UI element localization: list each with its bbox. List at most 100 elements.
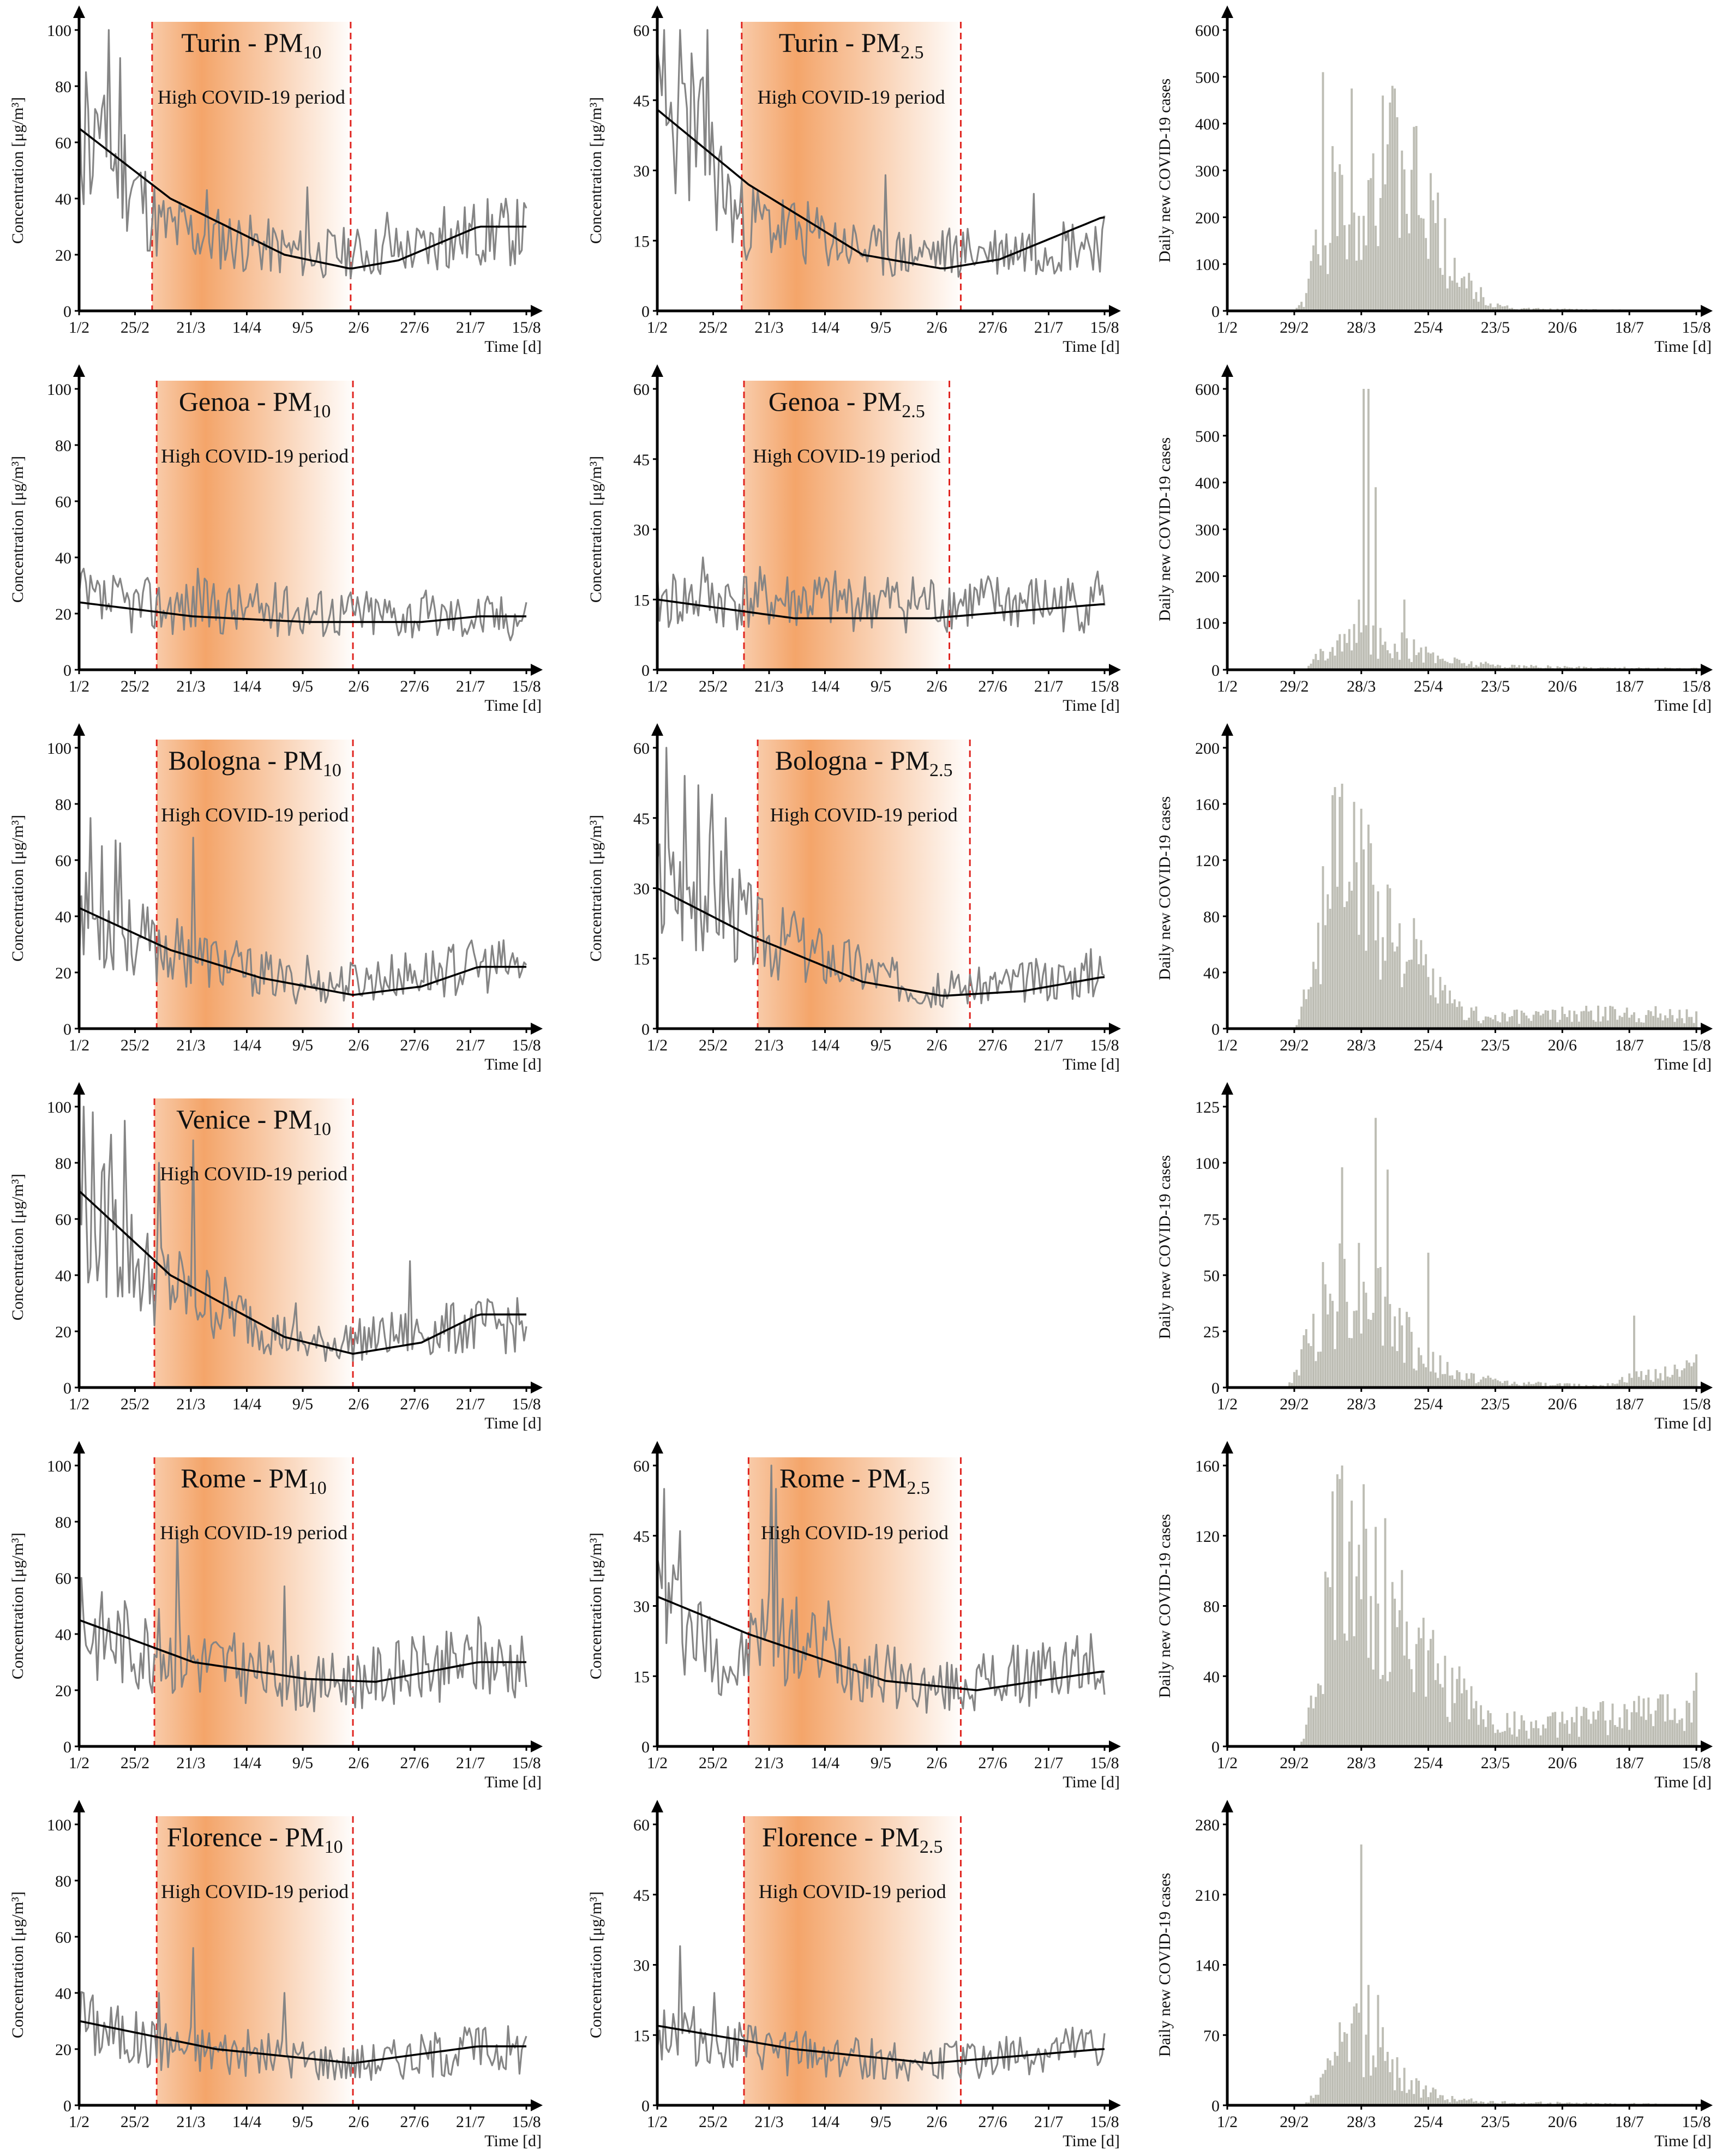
x-tick-label: 25/2 — [121, 2113, 149, 2131]
case-bar — [1537, 2102, 1540, 2105]
x-tick-label: 21/7 — [456, 677, 485, 695]
case-bar — [1324, 1571, 1327, 1746]
trend-curve — [79, 601, 526, 623]
case-bar — [1458, 2100, 1461, 2105]
case-bar — [1616, 1727, 1619, 1746]
case-bar — [1664, 1721, 1666, 1746]
case-bar — [1635, 1712, 1638, 1746]
case-bar — [1504, 1731, 1506, 1746]
case-bar — [1327, 1314, 1329, 1388]
chart-panel-bologna-pm10: Bologna - PM10 High COVID-19 period 0 20 40 6… — [0, 718, 578, 1077]
x-axis-arrow — [531, 1740, 543, 1752]
case-bar — [1664, 1015, 1666, 1029]
case-bar — [1331, 2065, 1334, 2105]
x-tick-label: 2/6 — [348, 1036, 369, 1054]
chart-panel-turin-cases: 0 100 200 300 400 500 600 1/2 29/2 28/3 25/4 23/5 20… — [1156, 0, 1734, 359]
x-tick-label: 15/8 — [1682, 2113, 1711, 2131]
case-bar — [1453, 999, 1456, 1029]
case-bar — [1532, 666, 1535, 670]
case-bar — [1551, 1712, 1554, 1746]
case-bar — [1628, 1729, 1631, 1746]
case-bar — [1499, 1381, 1502, 1388]
case-bar — [1307, 278, 1310, 311]
x-tick-label: 21/3 — [754, 677, 783, 695]
x-axis-arrow — [1701, 1740, 1713, 1752]
x-tick-label: 25/2 — [121, 1036, 149, 1054]
x-axis-label: Time [d] — [1654, 1414, 1712, 1432]
y-tick-label: 0 — [63, 2097, 71, 2115]
case-bar — [1353, 1311, 1355, 1388]
y-axis-label: Daily new COVID-19 cases — [1156, 796, 1174, 980]
case-bar — [1403, 974, 1406, 1029]
case-bar — [1305, 293, 1307, 311]
case-bar — [1480, 1379, 1482, 1388]
case-bar — [1582, 666, 1585, 670]
high-covid-label: High COVID-19 period — [770, 804, 958, 826]
case-bar — [1468, 2099, 1471, 2105]
case-bar — [1601, 1701, 1604, 1746]
case-bar — [1523, 2102, 1525, 2105]
case-bar — [1444, 984, 1447, 1029]
x-tick-label: 15/8 — [1090, 319, 1119, 337]
high-covid-label: High COVID-19 period — [158, 86, 345, 108]
case-bar — [1496, 664, 1499, 670]
y-tick-label: 160 — [1195, 1457, 1220, 1475]
case-bar — [1418, 652, 1420, 670]
chart-title: Turin - PM2.5 — [779, 27, 924, 63]
x-axis-arrow — [1701, 2099, 1713, 2111]
y-tick-label: 60 — [633, 740, 650, 758]
chart-title: Florence - PM2.5 — [762, 1822, 943, 1857]
x-tick-label: 28/3 — [1347, 319, 1376, 337]
chart-title: Genoa - PM2.5 — [769, 386, 925, 422]
case-bar — [1367, 1985, 1370, 2105]
x-tick-label: 18/7 — [1615, 677, 1643, 695]
case-bar — [1410, 959, 1413, 1029]
case-bar — [1487, 1710, 1490, 1746]
case-bar — [1406, 2093, 1408, 2105]
case-bar — [1384, 641, 1387, 670]
y-tick-label: 0 — [641, 2097, 650, 2115]
case-bar — [1470, 2098, 1473, 2105]
case-bar — [1458, 1372, 1461, 1388]
y-tick-label: 400 — [1195, 116, 1220, 134]
case-bar — [1453, 257, 1456, 311]
x-tick-label: 28/3 — [1347, 1036, 1376, 1054]
case-bar — [1456, 283, 1459, 311]
y-tick-label: 400 — [1195, 475, 1220, 493]
trend-curve — [78, 127, 526, 269]
y-tick-label: 280 — [1195, 1816, 1220, 1834]
case-bar — [1484, 305, 1487, 311]
y-tick-label: 25 — [1203, 1323, 1220, 1341]
x-tick-label: 27/6 — [400, 1754, 429, 1772]
high-covid-band — [154, 1457, 353, 1746]
case-bar — [1566, 1383, 1568, 1388]
case-bar — [1449, 2102, 1451, 2105]
case-bar — [1475, 1383, 1478, 1388]
x-tick-label: 2/6 — [348, 677, 369, 695]
x-tick-label: 1/2 — [647, 319, 668, 337]
case-bar — [1363, 2077, 1365, 2105]
case-bar — [1346, 1301, 1348, 1388]
case-bar — [1430, 1638, 1432, 1746]
chart-svg-florence-pm25: Florence - PM2.5 High COVID-19 period 0 15 3… — [587, 1800, 1121, 2150]
x-tick-label: 15/8 — [512, 1754, 541, 1772]
case-bar — [1544, 1010, 1547, 1029]
chart-svg-florence-pm10: Florence - PM10 High COVID-19 period 0 20 40… — [9, 1800, 543, 2150]
y-tick-label: 20 — [55, 1682, 71, 1700]
chart-panel-genoa-cases: 0 100 200 300 400 500 600 1/2 29/2 28/3 25/4 23/5 20… — [1156, 359, 1734, 718]
x-tick-label: 2/6 — [348, 2113, 369, 2131]
x-tick-label: 21/7 — [456, 1754, 485, 1772]
case-bar — [1341, 1167, 1343, 1388]
case-bar — [1372, 153, 1375, 311]
case-bar — [1418, 1347, 1420, 1388]
case-bar — [1542, 1013, 1545, 1029]
case-bar — [1346, 259, 1348, 311]
chart-svg-venice-pm10: Venice - PM10 High COVID-19 period 0 20 40 60… — [9, 1082, 543, 1432]
y-axis-arrow — [651, 364, 663, 377]
case-bar — [1406, 638, 1408, 670]
case-bar — [1664, 1366, 1666, 1388]
case-bar — [1425, 954, 1427, 1029]
case-bar — [1501, 306, 1504, 311]
y-tick-label: 600 — [1195, 22, 1220, 40]
case-bar — [1618, 1016, 1621, 1029]
